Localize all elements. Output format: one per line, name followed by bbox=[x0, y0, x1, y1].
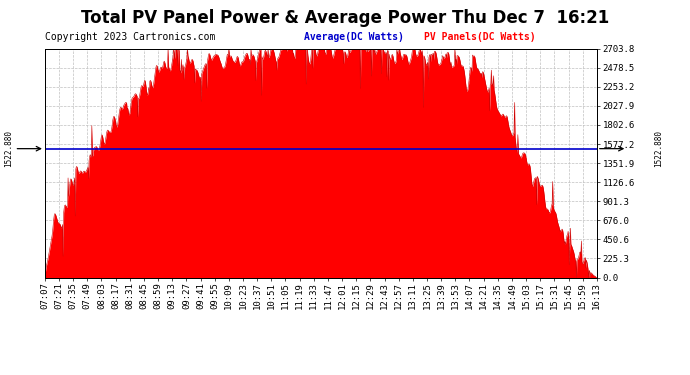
Text: Total PV Panel Power & Average Power Thu Dec 7  16:21: Total PV Panel Power & Average Power Thu… bbox=[81, 9, 609, 27]
Text: Copyright 2023 Cartronics.com: Copyright 2023 Cartronics.com bbox=[45, 32, 215, 42]
Text: 1522.880: 1522.880 bbox=[3, 130, 13, 167]
Text: PV Panels(DC Watts): PV Panels(DC Watts) bbox=[424, 32, 536, 42]
Text: 1522.880: 1522.880 bbox=[654, 130, 664, 167]
Text: Average(DC Watts): Average(DC Watts) bbox=[304, 32, 404, 42]
